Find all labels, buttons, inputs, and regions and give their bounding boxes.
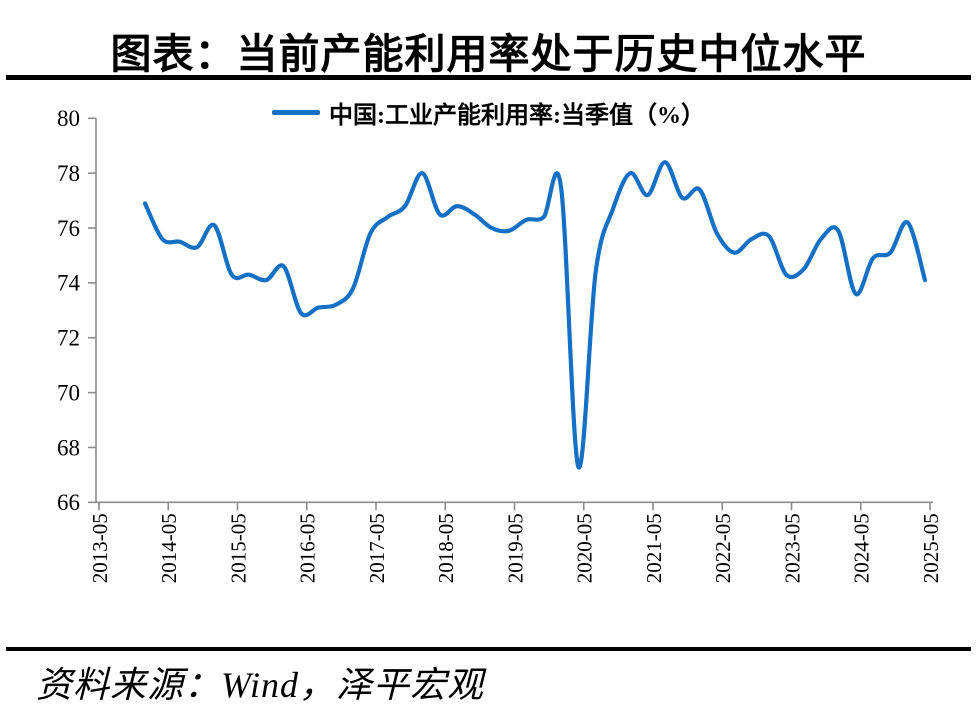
- x-axis-tick-label: 2017-05: [365, 513, 389, 583]
- y-axis-tick-label: 72: [57, 326, 80, 351]
- x-axis-tick-label: 2024-05: [850, 513, 874, 583]
- x-axis-tick-label: 2022-05: [711, 513, 735, 583]
- y-axis-tick-label: 74: [57, 271, 81, 296]
- legend: 中国:工业产能利用率:当季值（%）: [0, 95, 977, 130]
- x-axis-tick-label: 2021-05: [642, 513, 666, 583]
- x-axis-tick-label: 2016-05: [296, 513, 320, 583]
- axes: [95, 118, 933, 504]
- x-axis-tick-label: 2020-05: [573, 513, 597, 583]
- x-axis-tick-label: 2013-05: [88, 513, 112, 583]
- chart-title: 图表：当前产能利用率处于历史中位水平: [110, 31, 867, 77]
- y-axis-tick-label: 78: [57, 161, 80, 186]
- footer-divider-rule: [6, 647, 971, 651]
- legend-line-icon: [272, 110, 320, 115]
- title-divider-rule: [6, 75, 971, 80]
- x-axis-tick-label: 2015-05: [227, 513, 251, 583]
- capacity-utilization-series-line: [142, 160, 928, 470]
- y-axis-tick-label: 68: [57, 435, 80, 460]
- x-axis-tick-label: 2018-05: [434, 513, 458, 583]
- source-note: 资料来源：Wind，泽平宏观: [36, 665, 485, 705]
- y-axis-tick-label: 66: [57, 490, 80, 515]
- y-axis-tick-label: 70: [57, 380, 80, 405]
- legend-label: 中国:工业产能利用率:当季值（%）: [329, 103, 705, 129]
- x-axis-tick-label: 2019-05: [504, 513, 528, 583]
- x-axis-tick-label: 2025-05: [919, 513, 943, 583]
- y-axis-tick-label: 80: [57, 106, 80, 131]
- x-axis-tick-label: 2014-05: [157, 513, 181, 583]
- y-axis-tick-label: 76: [57, 216, 80, 241]
- x-axis-tick-label: 2023-05: [781, 513, 805, 583]
